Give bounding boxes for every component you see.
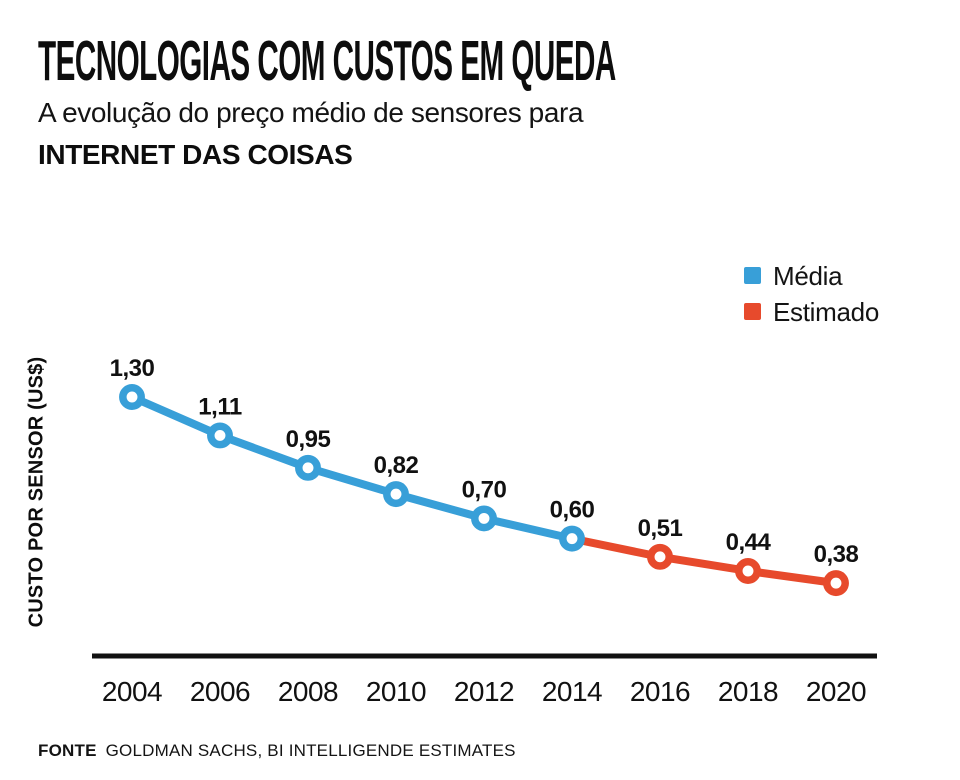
legend-item: Média <box>744 262 879 289</box>
chart-legend: Média Estimado <box>744 262 879 325</box>
x-tick-label: 2016 <box>630 676 690 707</box>
data-point-marker <box>295 454 321 481</box>
data-point-marker <box>823 570 849 597</box>
source-note: FONTE GOLDMAN SACHS, BI INTELLIGENDE ESTI… <box>38 741 516 761</box>
data-point-label: 0,44 <box>726 529 772 556</box>
legend-label: Estimado <box>773 296 879 327</box>
page-title: TECNOLOGIAS COM CUSTOS EM QUEDA <box>38 29 616 94</box>
x-tick-label: 2018 <box>718 676 778 707</box>
x-tick-label: 2010 <box>366 676 426 707</box>
x-tick-label: 2006 <box>190 676 250 707</box>
data-point-label: 0,70 <box>462 476 507 503</box>
data-point-marker <box>207 422 233 449</box>
data-point-marker <box>559 525 585 552</box>
legend-label: Média <box>773 260 843 291</box>
data-point-label: 1,30 <box>110 355 155 382</box>
series-line-média <box>128 393 576 543</box>
legend-color-swatch-icon <box>744 267 761 284</box>
data-point-marker <box>383 481 409 508</box>
legend-color-swatch-icon <box>744 303 761 320</box>
data-point-marker <box>647 543 673 570</box>
data-point-label: 0,38 <box>814 541 859 568</box>
source-text: GOLDMAN SACHS, BI INTELLIGENDE ESTIMATES <box>105 741 516 760</box>
data-point-label: 1,11 <box>198 393 242 420</box>
data-point-label: 0,60 <box>550 497 595 524</box>
data-point-marker <box>471 505 497 532</box>
legend-item: Estimado <box>744 298 879 325</box>
x-tick-label: 2014 <box>542 676 602 707</box>
data-point-marker <box>119 384 145 410</box>
data-point-label: 0,95 <box>286 426 331 453</box>
page-subtitle-bold: INTERNET DAS COISAS <box>38 139 353 170</box>
x-tick-label: 2012 <box>454 676 514 707</box>
x-tick-label: 2020 <box>806 676 866 707</box>
data-point-marker <box>735 558 761 584</box>
page-subtitle: A evolução do preço médio de sensores pa… <box>38 97 584 128</box>
x-tick-label: 2004 <box>102 676 162 707</box>
data-point-label: 0,51 <box>638 515 683 542</box>
data-point-label: 0,82 <box>374 452 419 479</box>
source-label: FONTE <box>38 741 97 760</box>
series-line-estimado <box>568 534 840 588</box>
x-tick-label: 2008 <box>278 676 338 707</box>
